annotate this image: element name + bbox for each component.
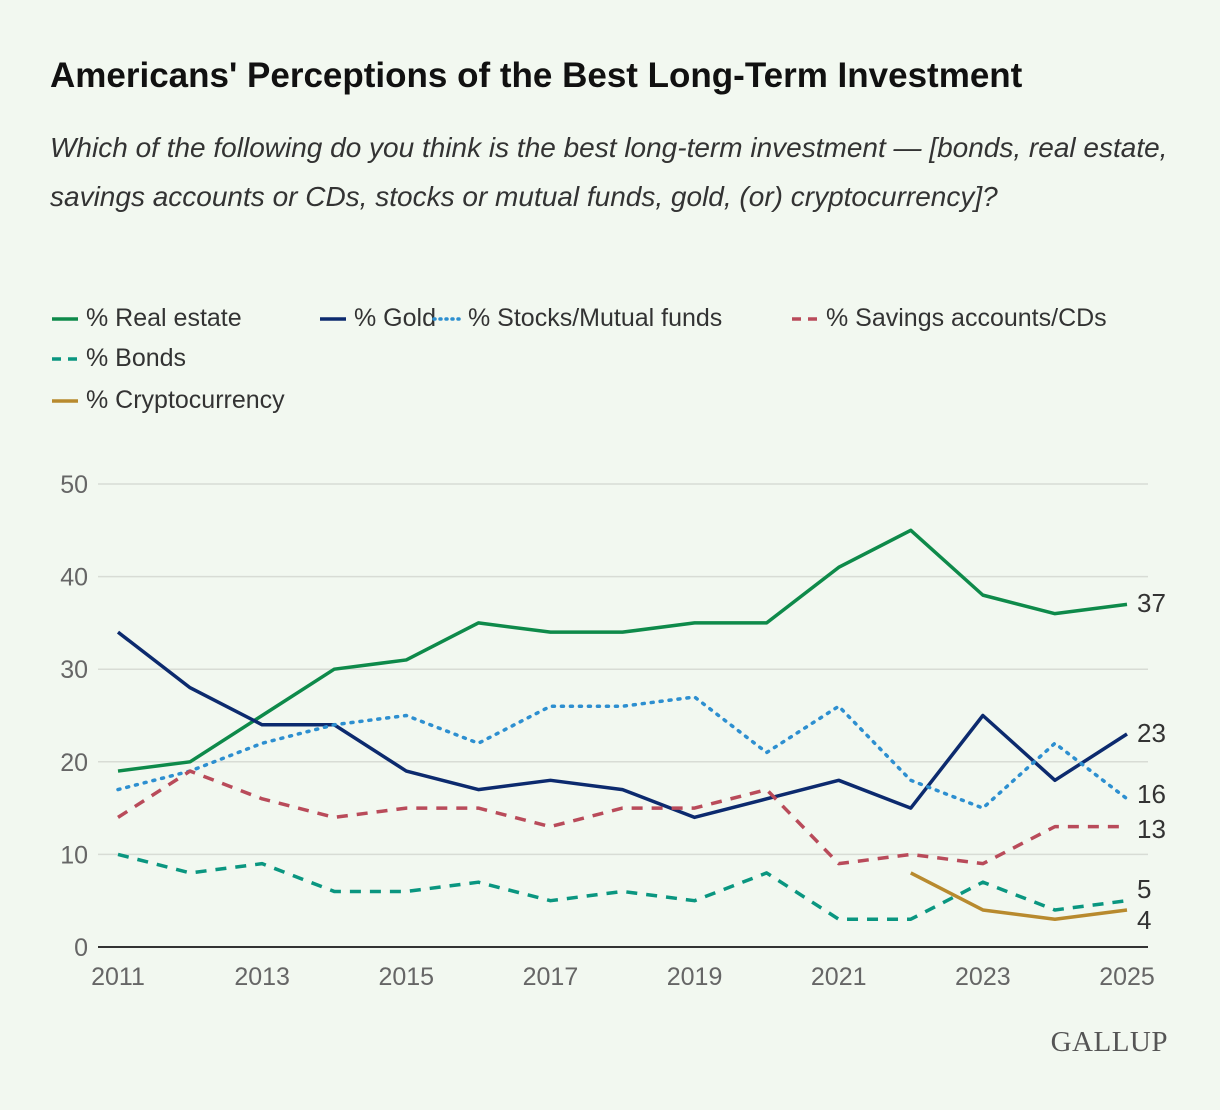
legend-swatch-icon <box>432 316 462 321</box>
x-tick-label: 2013 <box>234 963 290 991</box>
chart-subtitle: Which of the following do you think is t… <box>50 132 1168 212</box>
y-tick-label: 20 <box>60 749 88 777</box>
series-line-gold <box>116 630 1128 820</box>
chart-title: Americans' Perceptions of the Best Long-… <box>50 56 1023 95</box>
x-tick-label: 2021 <box>811 963 867 991</box>
y-tick-label: 50 <box>60 471 88 499</box>
x-tick-label: 2011 <box>91 963 145 991</box>
legend-label: % Bonds <box>86 344 187 372</box>
end-value-label: 4 <box>1137 905 1151 935</box>
legend-label: % Savings accounts/CDs <box>826 304 1107 332</box>
y-tick-label: 0 <box>74 934 88 962</box>
legend-item: % Cryptocurrency <box>50 386 285 415</box>
gallup-logo: GALLUP <box>1050 1026 1168 1058</box>
legend-label: % Stocks/Mutual funds <box>468 304 723 332</box>
legend-item: % Savings accounts/CDs <box>790 304 1107 333</box>
legend-item: % Bonds <box>50 344 186 373</box>
legend-swatch-icon <box>792 316 818 321</box>
legend-item: % Gold <box>318 304 436 333</box>
legend-label: % Gold <box>354 304 436 332</box>
x-tick-label: 2015 <box>378 963 434 991</box>
legend-label: % Cryptocurrency <box>86 386 285 414</box>
end-value-label: 16 <box>1137 779 1166 809</box>
end-value-label: 23 <box>1137 718 1166 748</box>
legend-label: % Real estate <box>86 304 242 332</box>
series-line-bonds <box>117 852 1128 921</box>
series-line-real-estate <box>117 528 1128 773</box>
legend-item: % Stocks/Mutual funds <box>432 304 722 333</box>
x-tick-label: 2023 <box>955 963 1011 991</box>
y-tick-label: 10 <box>60 841 88 869</box>
end-value-label: 37 <box>1137 588 1166 618</box>
x-tick-label: 2017 <box>523 963 579 991</box>
legend-swatch-icon <box>320 316 346 321</box>
x-tick-label: 2025 <box>1099 963 1155 991</box>
legend-swatch-icon <box>52 356 78 361</box>
end-value-label: 5 <box>1137 874 1151 904</box>
x-tick-label: 2019 <box>667 963 723 991</box>
legend-swatch-icon <box>52 398 78 403</box>
series-line-savings-accounts-cds <box>117 769 1127 866</box>
legend-item: % Real estate <box>50 304 242 333</box>
series-line-cryptocurrency <box>909 871 1128 921</box>
legend-swatch-icon <box>52 316 78 321</box>
y-tick-label: 30 <box>60 656 88 684</box>
end-value-label: 13 <box>1137 814 1166 844</box>
y-tick-label: 40 <box>60 564 88 592</box>
